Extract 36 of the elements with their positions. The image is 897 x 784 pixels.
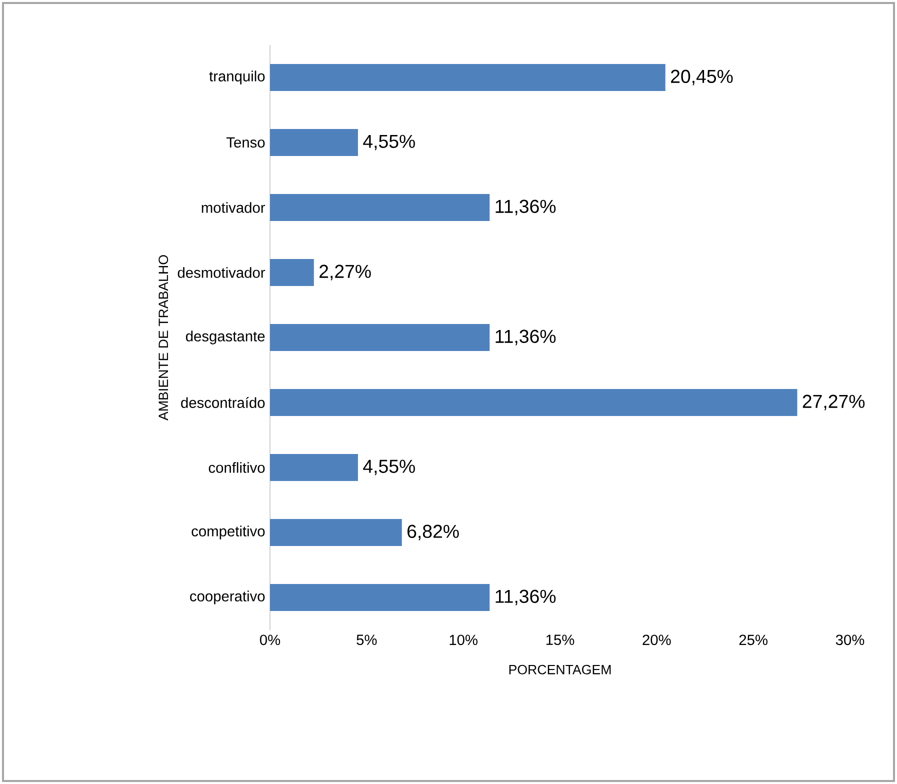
data-label: 27,27% bbox=[802, 394, 865, 410]
y-tick-label: motivador bbox=[202, 202, 266, 213]
data-label: 11,36% bbox=[496, 200, 556, 216]
bar bbox=[270, 194, 490, 221]
data-label: 20,45% bbox=[671, 70, 733, 86]
data-label: 4,55% bbox=[363, 460, 415, 476]
data-label: 11,36% bbox=[496, 590, 556, 606]
y-tick-label: desmotivador bbox=[178, 267, 266, 278]
y-tick-label: descontraído bbox=[181, 397, 265, 408]
data-label: 4,55% bbox=[363, 134, 415, 150]
y-axis-title: AMBIENTE DE TRABALHO bbox=[158, 255, 168, 420]
bar bbox=[270, 324, 490, 351]
data-label: 11,36% bbox=[496, 330, 556, 346]
y-tick-label: competitivo bbox=[192, 526, 265, 540]
x-tick-label: 15% bbox=[546, 634, 574, 646]
x-tick-label: 0% bbox=[260, 634, 280, 646]
x-tick-label: 5% bbox=[356, 634, 377, 646]
x-axis-title: PORCENTAGEM bbox=[509, 664, 611, 674]
x-tick-label: 25% bbox=[739, 634, 768, 646]
bar bbox=[270, 518, 402, 546]
x-tick-label: 20% bbox=[642, 634, 671, 646]
bar bbox=[270, 129, 358, 156]
bar bbox=[270, 388, 798, 416]
data-label: 2,27% bbox=[320, 264, 371, 280]
x-tick-label: 10% bbox=[450, 634, 478, 646]
data-label: 6,82% bbox=[408, 524, 459, 540]
y-tick-label: conflitivo bbox=[208, 462, 265, 473]
y-tick-label: Tenso bbox=[226, 137, 265, 148]
bar bbox=[270, 64, 666, 91]
y-tick-label: tranquilo bbox=[209, 70, 265, 84]
y-tick-label: cooperativo bbox=[190, 590, 265, 604]
y-tick-label: desgastante bbox=[186, 330, 265, 344]
bar bbox=[270, 258, 314, 286]
x-tick-label: 30% bbox=[836, 634, 864, 646]
bar bbox=[270, 584, 490, 611]
bar bbox=[270, 454, 358, 481]
